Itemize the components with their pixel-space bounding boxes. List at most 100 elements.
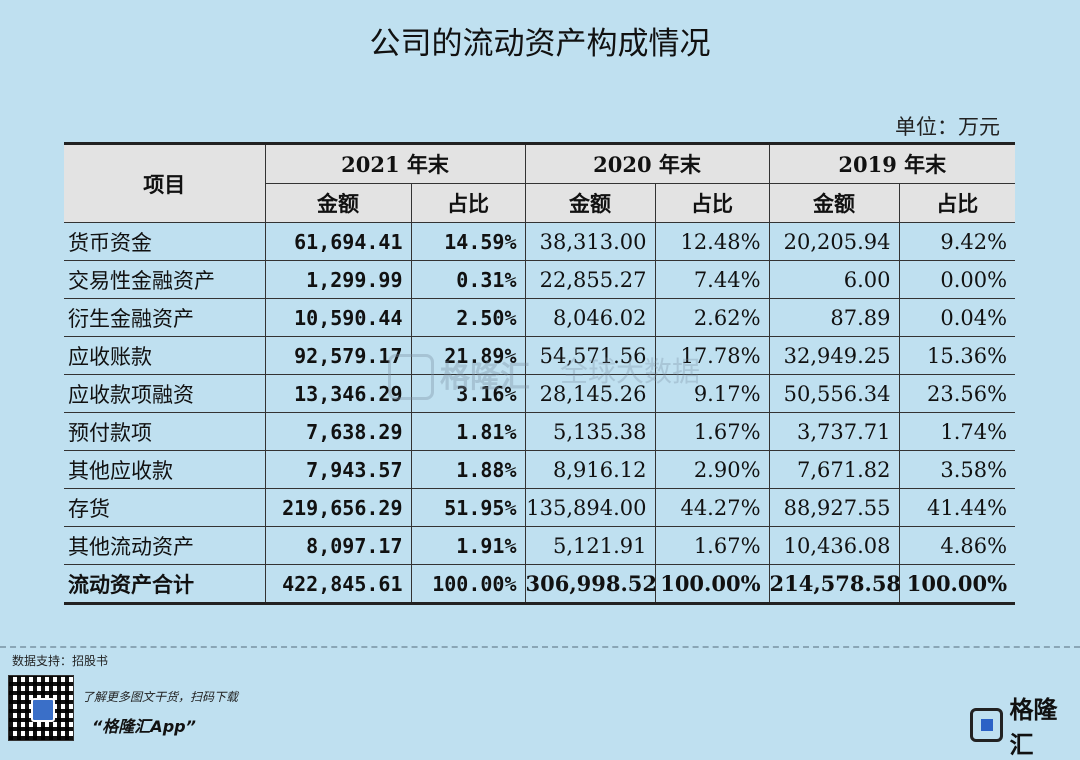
cell-2020-ratio: 1.67% <box>654 412 770 451</box>
total-row: 流动资产合计 422,845.61 100.00% 306,998.52 100… <box>64 564 1016 604</box>
cell-2021-ratio: 1.88% <box>410 450 526 489</box>
cell-2019-ratio: 15.36% <box>898 336 1016 375</box>
total-2019-ratio: 100.00% <box>898 564 1016 604</box>
row-label: 存货 <box>64 488 266 527</box>
row-label: 其他应收款 <box>64 450 266 489</box>
cell-2021-ratio: 51.95% <box>410 488 526 527</box>
footer-divider <box>0 646 1080 648</box>
cell-2019-amount: 88,927.55 <box>768 488 900 527</box>
table-row: 货币资金 61,694.41 14.59% 38,313.00 12.48% 2… <box>64 222 1016 261</box>
data-source: 数据支持：招股书 <box>12 654 109 668</box>
cell-2019-amount: 10,436.08 <box>768 526 900 565</box>
year-header-2019: 2019 年末 <box>768 143 1016 184</box>
cell-2020-amount: 8,916.12 <box>524 450 656 489</box>
cell-2020-ratio: 2.62% <box>654 298 770 337</box>
unit-label: 单位：万元 <box>895 115 1000 139</box>
cell-2020-ratio: 12.48% <box>654 222 770 261</box>
row-label: 货币资金 <box>64 222 266 261</box>
cell-2020-amount: 8,046.02 <box>524 298 656 337</box>
cell-2020-amount: 135,894.00 <box>524 488 656 527</box>
brand-logo: 格隆汇 <box>970 690 1080 760</box>
ratio-header: 占比 <box>654 183 770 223</box>
cell-2019-amount: 32,949.25 <box>768 336 900 375</box>
cell-2019-ratio: 23.56% <box>898 374 1016 413</box>
cell-2020-amount: 5,121.91 <box>524 526 656 565</box>
ratio-header: 占比 <box>410 183 526 223</box>
total-2021-amount: 422,845.61 <box>264 564 412 604</box>
cell-2020-ratio: 44.27% <box>654 488 770 527</box>
cell-2019-ratio: 4.86% <box>898 526 1016 565</box>
cell-2019-ratio: 9.42% <box>898 222 1016 261</box>
cell-2021-amount: 92,579.17 <box>264 336 412 375</box>
cell-2019-ratio: 1.74% <box>898 412 1016 451</box>
table-row: 衍生金融资产 10,590.44 2.50% 8,046.02 2.62% 87… <box>64 298 1016 337</box>
watermark-text: 全球大数据 <box>560 355 701 388</box>
item-header: 项目 <box>64 143 266 223</box>
row-label: 交易性金融资产 <box>64 260 266 299</box>
watermark-logo-icon <box>388 354 434 400</box>
cell-2019-amount: 20,205.94 <box>768 222 900 261</box>
table-row: 存货 219,656.29 51.95% 135,894.00 44.27% 8… <box>64 488 1016 527</box>
cell-2019-amount: 50,556.34 <box>768 374 900 413</box>
cell-2019-amount: 7,671.82 <box>768 450 900 489</box>
amount-header: 金额 <box>768 183 900 223</box>
cell-2019-amount: 6.00 <box>768 260 900 299</box>
cell-2019-ratio: 41.44% <box>898 488 1016 527</box>
cell-2019-ratio: 3.58% <box>898 450 1016 489</box>
year-header-2021: 2021 年末 <box>264 143 526 184</box>
cell-2020-amount: 38,313.00 <box>524 222 656 261</box>
cell-2020-amount: 54,571.56 <box>524 336 656 375</box>
total-2021-ratio: 100.00% <box>410 564 526 604</box>
cell-2019-ratio: 0.00% <box>898 260 1016 299</box>
cell-2021-amount: 7,943.57 <box>264 450 412 489</box>
cell-2021-amount: 61,694.41 <box>264 222 412 261</box>
cell-2020-amount: 5,135.38 <box>524 412 656 451</box>
cell-2021-ratio: 21.89% <box>410 336 526 375</box>
total-label: 流动资产合计 <box>64 564 266 604</box>
cell-2020-amount: 22,855.27 <box>524 260 656 299</box>
ratio-header: 占比 <box>898 183 1016 223</box>
table-row: 应收款项融资 13,346.29 3.16% 28,145.26 9.17% 5… <box>64 374 1016 413</box>
cell-2021-amount: 7,638.29 <box>264 412 412 451</box>
cell-2019-amount: 87.89 <box>768 298 900 337</box>
row-label: 应收账款 <box>64 336 266 375</box>
row-label: 衍生金融资产 <box>64 298 266 337</box>
cell-2021-amount: 10,590.44 <box>264 298 412 337</box>
cell-2021-ratio: 1.81% <box>410 412 526 451</box>
row-label: 其他流动资产 <box>64 526 266 565</box>
cell-2020-ratio: 7.44% <box>654 260 770 299</box>
cell-2021-amount: 219,656.29 <box>264 488 412 527</box>
amount-header: 金额 <box>524 183 656 223</box>
cell-2021-amount: 8,097.17 <box>264 526 412 565</box>
cell-2020-ratio: 9.17% <box>654 374 770 413</box>
row-label: 预付款项 <box>64 412 266 451</box>
table-row: 交易性金融资产 1,299.99 0.31% 22,855.27 7.44% 6… <box>64 260 1016 299</box>
qr-code-icon <box>8 675 74 741</box>
promo-line: 了解更多图文干货，扫码下载 <box>82 690 239 704</box>
current-assets-table: 项目 2021 年末 2020 年末 2019 年末 金额 占比 金额 占比 金… <box>64 142 1016 605</box>
cell-2021-ratio: 0.31% <box>410 260 526 299</box>
table-row: 应收账款 92,579.17 21.89% 54,571.56 17.78% 3… <box>64 336 1016 375</box>
table-row: 其他应收款 7,943.57 1.88% 8,916.12 2.90% 7,67… <box>64 450 1016 489</box>
watermark-brand: 格隆汇 <box>440 360 530 395</box>
page-title: 公司的流动资产构成情况 <box>369 26 711 62</box>
brand-icon <box>970 708 1004 742</box>
total-2020-ratio: 100.00% <box>654 564 770 604</box>
cell-2020-ratio: 1.67% <box>654 526 770 565</box>
table-row: 其他流动资产 8,097.17 1.91% 5,121.91 1.67% 10,… <box>64 526 1016 565</box>
qr-logo-icon <box>31 698 55 722</box>
table-body: 货币资金 61,694.41 14.59% 38,313.00 12.48% 2… <box>64 222 1016 604</box>
cell-2021-ratio: 14.59% <box>410 222 526 261</box>
amount-header: 金额 <box>265 183 412 223</box>
cell-2020-ratio: 2.90% <box>654 450 770 489</box>
cell-2021-amount: 1,299.99 <box>264 260 412 299</box>
total-2020-amount: 306,998.52 <box>524 564 657 604</box>
row-label: 应收款项融资 <box>64 374 266 413</box>
cell-2021-ratio: 1.91% <box>410 526 526 565</box>
cell-2021-ratio: 2.50% <box>410 298 526 337</box>
table-row: 预付款项 7,638.29 1.81% 5,135.38 1.67% 3,737… <box>64 412 1016 451</box>
cell-2021-ratio: 3.16% <box>410 374 526 413</box>
year-header-2020: 2020 年末 <box>524 143 770 184</box>
cell-2019-ratio: 0.04% <box>898 298 1016 337</box>
brand-name: 格隆汇 <box>1009 696 1058 759</box>
